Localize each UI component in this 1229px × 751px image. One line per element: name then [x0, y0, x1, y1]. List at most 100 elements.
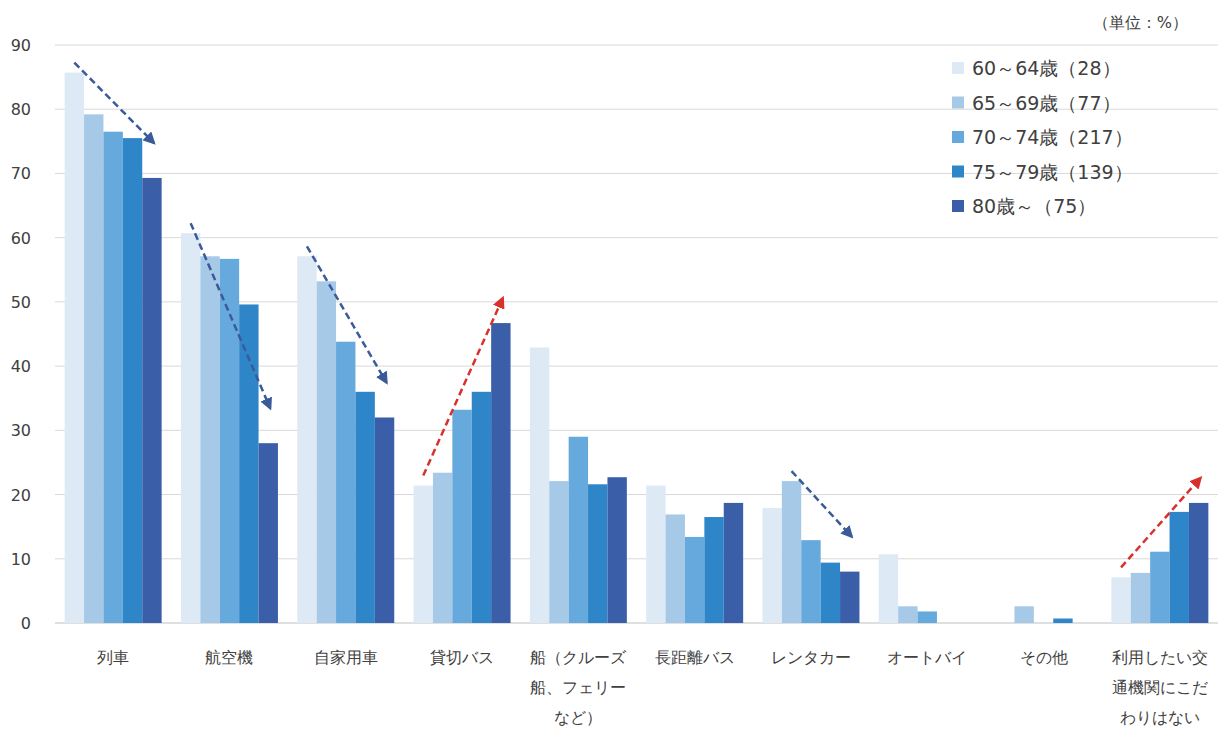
- x-tick-label: 列車: [97, 648, 129, 667]
- x-tick-line: 船、フェリー: [530, 678, 626, 697]
- legend: 60～64歳（28） 65～69歳（77） 70～74歳（217） 75～79歳（13…: [952, 57, 1133, 217]
- bar: [879, 554, 898, 623]
- bar: [472, 392, 491, 623]
- legend-swatch: [952, 131, 964, 143]
- y-range: [55, 45, 56, 623]
- bar: [704, 517, 723, 623]
- legend-swatch: [952, 200, 964, 212]
- bar: [801, 540, 820, 623]
- bar: [1170, 512, 1189, 623]
- trend-arrow: [1121, 478, 1201, 567]
- bar: [355, 392, 374, 623]
- bar: [821, 563, 840, 623]
- bar: [588, 484, 607, 623]
- x-tick-line: 利用したい交: [1112, 648, 1208, 667]
- y-tick-label: 60: [11, 229, 31, 248]
- bar: [220, 259, 239, 623]
- legend-label: 60～64歳（28）: [972, 57, 1121, 79]
- bar: [200, 256, 219, 623]
- bar: [782, 481, 801, 623]
- bars: [65, 73, 1209, 623]
- bar: [1034, 623, 1053, 624]
- bar: [1053, 619, 1072, 623]
- x-tick-label: 貸切バス: [430, 648, 494, 667]
- x-tick-label: 長距離バス: [655, 648, 735, 667]
- y-tick-label: 80: [11, 100, 31, 119]
- trend-arrow: [74, 63, 154, 143]
- x-tick-line: 貸切バス: [430, 648, 494, 667]
- bar: [607, 477, 626, 623]
- x-tick-line: わりはない: [1120, 708, 1200, 727]
- x-tick-line: 航空機: [205, 648, 253, 667]
- x-tick-label: 利用したい交通機関にこだわりはない: [1112, 648, 1208, 727]
- trend-arrows: [74, 63, 1200, 568]
- bar: [336, 342, 355, 623]
- bar: [375, 417, 394, 623]
- trend-arrow: [307, 246, 387, 382]
- bar: [491, 323, 510, 623]
- x-tick-labels: 列車 航空機 自家用車 貸切バス 船（クルーズ船、フェリーなど） 長距離バス レンタカー オー…: [97, 648, 1208, 727]
- y-tick-label: 20: [11, 486, 31, 505]
- trend-arrow: [423, 298, 503, 475]
- legend-label: 65～69歳（77）: [972, 92, 1121, 114]
- bar: [685, 537, 704, 623]
- bar: [1111, 577, 1130, 623]
- bar: [1014, 606, 1033, 623]
- x-tick-label: レンタカー: [771, 648, 851, 667]
- bar: [569, 437, 588, 623]
- bar: [1131, 573, 1150, 623]
- grid: [55, 45, 1218, 623]
- x-tick-line: その他: [1020, 648, 1068, 667]
- bar: [317, 281, 336, 623]
- bar: [1150, 552, 1169, 623]
- bar: [549, 481, 568, 623]
- legend-label: 80歳～（75）: [972, 195, 1096, 217]
- legend-label: 75～79歳（139）: [972, 161, 1133, 183]
- x-tick-label: 船（クルーズ船、フェリーなど）: [530, 648, 627, 727]
- bar: [1189, 503, 1208, 623]
- bar: [530, 347, 549, 623]
- y-tick-label: 50: [11, 293, 31, 312]
- bar: [414, 486, 433, 623]
- y-tick-label: 30: [11, 421, 31, 440]
- unit-label: （単位：%）: [1093, 13, 1188, 32]
- x-tick-line: 通機関にこだ: [1112, 678, 1208, 697]
- trend-arrow: [191, 223, 271, 408]
- legend-swatch: [952, 62, 964, 74]
- legend-swatch: [952, 97, 964, 109]
- bar: [123, 138, 142, 623]
- bar: [956, 623, 975, 624]
- bar: [433, 473, 452, 623]
- x-tick-line: レンタカー: [771, 648, 851, 667]
- bar: [840, 572, 859, 623]
- bar: [181, 233, 200, 623]
- bar: [762, 508, 781, 623]
- bar: [898, 606, 917, 623]
- bar: [142, 178, 161, 623]
- y-tick-label: 70: [11, 164, 31, 183]
- x-tick-line: 長距離バス: [655, 648, 735, 667]
- bar: [65, 73, 84, 623]
- bar: [239, 304, 258, 623]
- y-tick-label: 90: [11, 36, 31, 55]
- x-tick-line: など）: [554, 708, 602, 727]
- x-tick-line: オートバイ: [887, 648, 967, 667]
- bar: [937, 623, 956, 624]
- x-tick-label: その他: [1020, 648, 1068, 667]
- legend-label: 70～74歳（217）: [972, 126, 1133, 148]
- legend-swatch: [952, 166, 964, 178]
- bar: [724, 503, 743, 623]
- x-tick-label: 自家用車: [314, 648, 378, 667]
- bar: [84, 114, 103, 623]
- y-tick-label: 40: [11, 357, 31, 376]
- x-tick-label: 航空機: [205, 648, 253, 667]
- bar: [452, 410, 471, 623]
- bar: [666, 514, 685, 623]
- bar: [995, 623, 1014, 624]
- y-tick-label: 0: [21, 614, 31, 633]
- trend-arrow: [792, 471, 852, 537]
- x-tick-line: 船（クルーズ: [530, 648, 627, 667]
- x-tick-line: 列車: [97, 648, 129, 667]
- bar: [103, 132, 122, 623]
- y-tick-label: 10: [11, 550, 31, 569]
